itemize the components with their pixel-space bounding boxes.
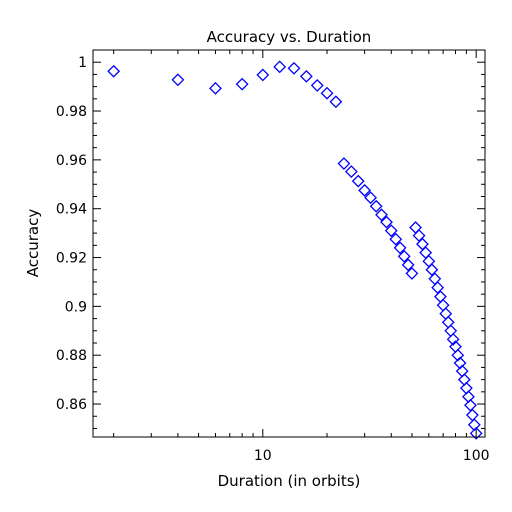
data-point	[405, 266, 419, 280]
data-point	[469, 426, 483, 440]
data-point	[171, 73, 185, 87]
data-point	[351, 174, 365, 188]
data-point	[107, 64, 121, 78]
data-points	[107, 60, 483, 440]
axis-ticks	[93, 49, 485, 437]
data-point	[401, 258, 415, 272]
data-point	[397, 249, 411, 263]
x-tick-label: 10	[254, 448, 272, 464]
y-tick-label: 0.98	[56, 104, 87, 120]
data-point	[451, 348, 465, 362]
data-point	[380, 215, 393, 229]
y-axis-title: Accuracy	[24, 209, 42, 278]
data-point	[384, 224, 398, 238]
data-point	[235, 77, 249, 91]
data-point	[209, 81, 222, 95]
data-point	[329, 95, 343, 109]
y-tick-label: 0.88	[56, 348, 87, 364]
data-point	[425, 263, 439, 277]
y-tick-label: 0.96	[56, 153, 87, 169]
data-point	[393, 241, 407, 255]
x-axis-title: Duration (in orbits)	[218, 472, 361, 490]
data-point	[364, 191, 378, 205]
data-point	[287, 61, 301, 75]
data-point	[337, 157, 351, 170]
data-point	[320, 86, 334, 100]
chart-title: Accuracy vs. Duration	[207, 28, 372, 46]
data-point	[358, 183, 372, 197]
tick-labels: 10 100 1 0.98 0.96 0.94 0.92 0.9 0.88 0.86	[56, 55, 490, 464]
data-point	[375, 208, 388, 222]
y-tick-label: 1	[78, 55, 87, 71]
data-point	[273, 60, 287, 74]
y-tick-label: 0.94	[56, 202, 87, 218]
data-point	[256, 68, 270, 82]
y-tick-label: 0.92	[56, 251, 87, 267]
plot-frame	[92, 49, 486, 438]
x-tick-label: 100	[463, 448, 490, 464]
data-point	[344, 165, 358, 179]
data-point	[299, 69, 313, 83]
data-point	[310, 78, 324, 92]
data-point	[369, 199, 383, 213]
y-tick-label: 0.9	[65, 299, 87, 315]
y-tick-label: 0.86	[56, 397, 87, 413]
data-point	[446, 332, 460, 346]
data-point	[389, 232, 403, 246]
